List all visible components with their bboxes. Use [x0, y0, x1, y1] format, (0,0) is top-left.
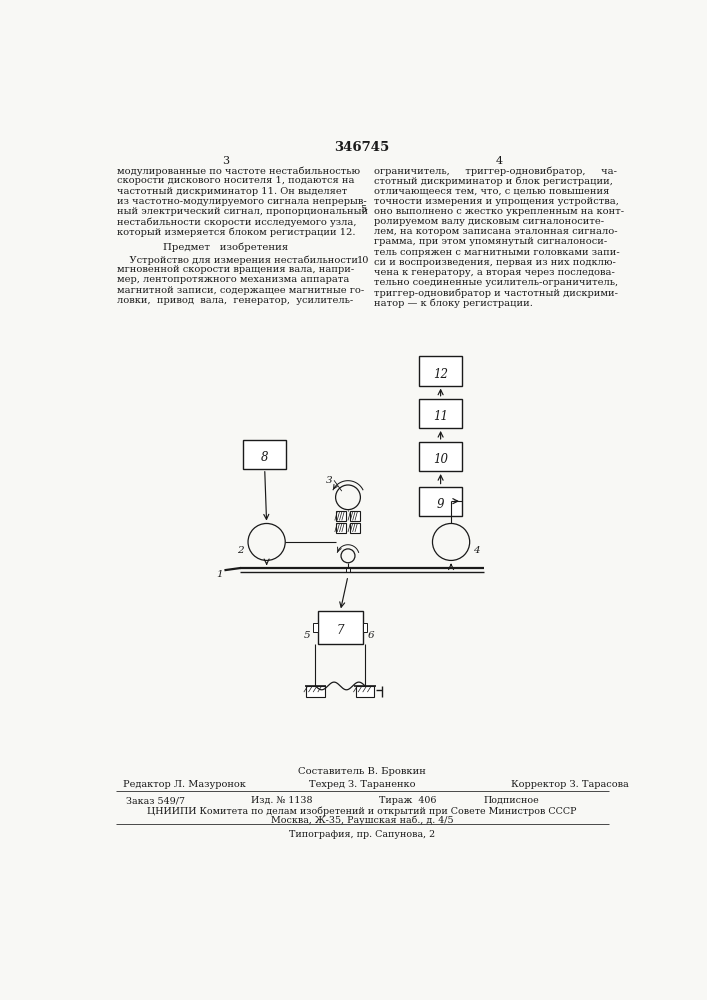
Text: мгновенной скорости вращения вала, напри-: мгновенной скорости вращения вала, напри… [117, 265, 354, 274]
Text: Техред З. Тараненко: Техред З. Тараненко [309, 780, 415, 789]
Text: модулированные по частоте нестабильностью: модулированные по частоте нестабильность… [117, 166, 360, 176]
Text: частотный дискриминатор 11. Он выделяет: частотный дискриминатор 11. Он выделяет [117, 187, 347, 196]
Text: Заказ 549/7: Заказ 549/7 [126, 796, 185, 805]
Text: Типография, пр. Сапунова, 2: Типография, пр. Сапунова, 2 [289, 830, 435, 839]
Text: тельно соединенные усилитель-ограничитель,: тельно соединенные усилитель-ограничител… [373, 278, 618, 287]
Text: стотный дискриминатор и блок регистрации,: стотный дискриминатор и блок регистрации… [373, 176, 612, 186]
Text: 11: 11 [433, 410, 448, 423]
Text: Тираж  406: Тираж 406 [379, 796, 436, 805]
Text: 4: 4 [496, 156, 503, 166]
Text: магнитной записи, содержащее магнитные го-: магнитной записи, содержащее магнитные г… [117, 286, 364, 295]
Bar [306, 686, 325, 697]
Text: чена к генератору, а вторая через последова-: чена к генератору, а вторая через послед… [373, 268, 614, 277]
Bar [337, 511, 346, 521]
Text: 5: 5 [361, 205, 366, 214]
Bar [337, 523, 346, 533]
Bar [419, 399, 462, 428]
Bar [419, 487, 462, 516]
Text: из частотно-модулируемого сигнала непрерыв-: из частотно-модулируемого сигнала непрер… [117, 197, 367, 206]
Bar [317, 611, 363, 644]
Text: Редактор Л. Мазуронок: Редактор Л. Мазуронок [123, 780, 246, 789]
Text: 1: 1 [216, 570, 223, 579]
Text: Составитель В. Бровкин: Составитель В. Бровкин [298, 767, 426, 776]
Text: 10: 10 [356, 256, 369, 265]
Text: 7: 7 [337, 624, 344, 637]
Text: Москва, Ж-35, Раушская наб., д. 4/5: Москва, Ж-35, Раушская наб., д. 4/5 [271, 815, 453, 825]
Text: скорости дискового носителя 1, подаются на: скорости дискового носителя 1, подаются … [117, 176, 354, 185]
Text: ный электрический сигнал, пропорциональный: ный электрический сигнал, пропорциональн… [117, 207, 368, 216]
Bar [349, 511, 360, 521]
Text: оно выполнено с жестко укрепленным на конт-: оно выполнено с жестко укрепленным на ко… [373, 207, 624, 216]
Text: грамма, при этом упомянутый сигналоноси-: грамма, при этом упомянутый сигналоноси- [373, 237, 607, 246]
Bar [349, 523, 360, 533]
Text: мер, лентопротяжного механизма аппарата: мер, лентопротяжного механизма аппарата [117, 275, 349, 284]
Bar [356, 686, 374, 697]
Text: 4: 4 [473, 546, 479, 555]
Text: нестабильности скорости исследуемого узла,: нестабильности скорости исследуемого узл… [117, 217, 356, 227]
Text: ролируемом валу дисковым сигналоносите-: ролируемом валу дисковым сигналоносите- [373, 217, 604, 226]
Text: Подписное: Подписное [484, 796, 539, 805]
Bar [363, 623, 368, 632]
Bar [346, 568, 350, 572]
Text: си и воспроизведения, первая из них подклю-: си и воспроизведения, первая из них подк… [373, 258, 616, 267]
Text: 3: 3 [327, 476, 333, 485]
Text: 8: 8 [261, 451, 269, 464]
Text: Изд. № 1138: Изд. № 1138 [251, 796, 312, 805]
Text: Предмет   изобретения: Предмет изобретения [163, 243, 288, 252]
Bar [313, 623, 317, 632]
Text: точности измерения и упрощения устройства,: точности измерения и упрощения устройств… [373, 197, 619, 206]
Bar [419, 356, 462, 386]
Text: ограничитель,     триггер-одновибратор,     ча-: ограничитель, триггер-одновибратор, ча- [373, 166, 617, 176]
Text: отличающееся тем, что, с целью повышения: отличающееся тем, что, с целью повышения [373, 187, 609, 196]
Text: ловки,  привод  вала,  генератор,  усилитель-: ловки, привод вала, генератор, усилитель… [117, 296, 354, 305]
Text: который измеряется блоком регистрации 12.: который измеряется блоком регистрации 12… [117, 227, 356, 237]
Text: 6: 6 [368, 631, 374, 640]
Text: 3: 3 [222, 156, 229, 166]
Text: Корректор З. Тарасова: Корректор З. Тарасова [510, 780, 629, 789]
Text: 12: 12 [433, 368, 448, 381]
Text: 9: 9 [437, 498, 445, 511]
Text: Устройство для измерения нестабильности: Устройство для измерения нестабильности [117, 255, 358, 265]
Text: 2: 2 [237, 546, 244, 555]
Text: ЦНИИПИ Комитета по делам изобретений и открытий при Совете Министров СССР: ЦНИИПИ Комитета по делам изобретений и о… [147, 806, 577, 816]
Text: 10: 10 [433, 453, 448, 466]
Text: 346745: 346745 [334, 141, 390, 154]
Text: лем, на котором записана эталонная сигнало-: лем, на котором записана эталонная сигна… [373, 227, 617, 236]
Bar [419, 442, 462, 471]
Text: триггер-одновибратор и частотный дискрими-: триггер-одновибратор и частотный дискрим… [373, 288, 618, 298]
Text: 5: 5 [304, 631, 310, 640]
Text: тель сопряжен с магнитными головками запи-: тель сопряжен с магнитными головками зап… [373, 248, 619, 257]
Text: натор — к блоку регистрации.: натор — к блоку регистрации. [373, 298, 532, 308]
Bar [243, 440, 286, 469]
